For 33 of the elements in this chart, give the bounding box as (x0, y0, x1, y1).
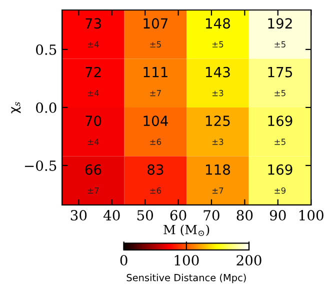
color-bar-title: Sensitive Distance (Mpc) (126, 274, 246, 284)
data-label: 169 ±5 (268, 116, 292, 145)
x-axis-title: M (M$_{⊙}$) (164, 224, 210, 236)
x-tick-label: 60 (170, 210, 186, 221)
data-label: 107 ±5 (144, 18, 168, 48)
x-tick-label: 80 (236, 210, 253, 221)
data-label: 104 ±6 (144, 116, 168, 145)
color-bar-label: 100 (174, 255, 199, 266)
data-label: 175 ±5 (268, 67, 292, 96)
x-tick-label: 90 (270, 210, 286, 221)
color-bar-label: 200 (236, 255, 262, 266)
data-label: 118 ±7 (206, 164, 230, 194)
y-tick-label: −0.5 (24, 160, 56, 171)
x-tick-label: 30 (70, 210, 87, 221)
data-label: 72 ±4 (86, 66, 101, 96)
x-tick-label: 100 (300, 210, 324, 221)
data-label: 83 ±6 (148, 164, 164, 194)
x-tick-label: 40 (103, 210, 120, 221)
data-label: 148 ±5 (206, 18, 230, 48)
data-label: 73 ±4 (86, 18, 101, 48)
data-label: 169 ±9 (268, 164, 292, 194)
y-tick-label: 0.0 (36, 102, 56, 113)
data-label: 143 ±3 (206, 66, 230, 96)
y-axis-title: χ$_{s}$ (11, 102, 21, 114)
data-label: 192 ±5 (268, 18, 292, 48)
x-tick-label: 70 (204, 210, 220, 221)
x-tick-label: 50 (137, 210, 153, 221)
y-tick-label: 0.5 (36, 44, 56, 55)
color-bar-label: 0 (120, 255, 128, 266)
data-label: 66 ±7 (85, 164, 102, 194)
data-label: 111 ±7 (144, 67, 168, 96)
data-label: 125 ±3 (206, 116, 230, 145)
data-label: 70 ±4 (86, 116, 102, 145)
